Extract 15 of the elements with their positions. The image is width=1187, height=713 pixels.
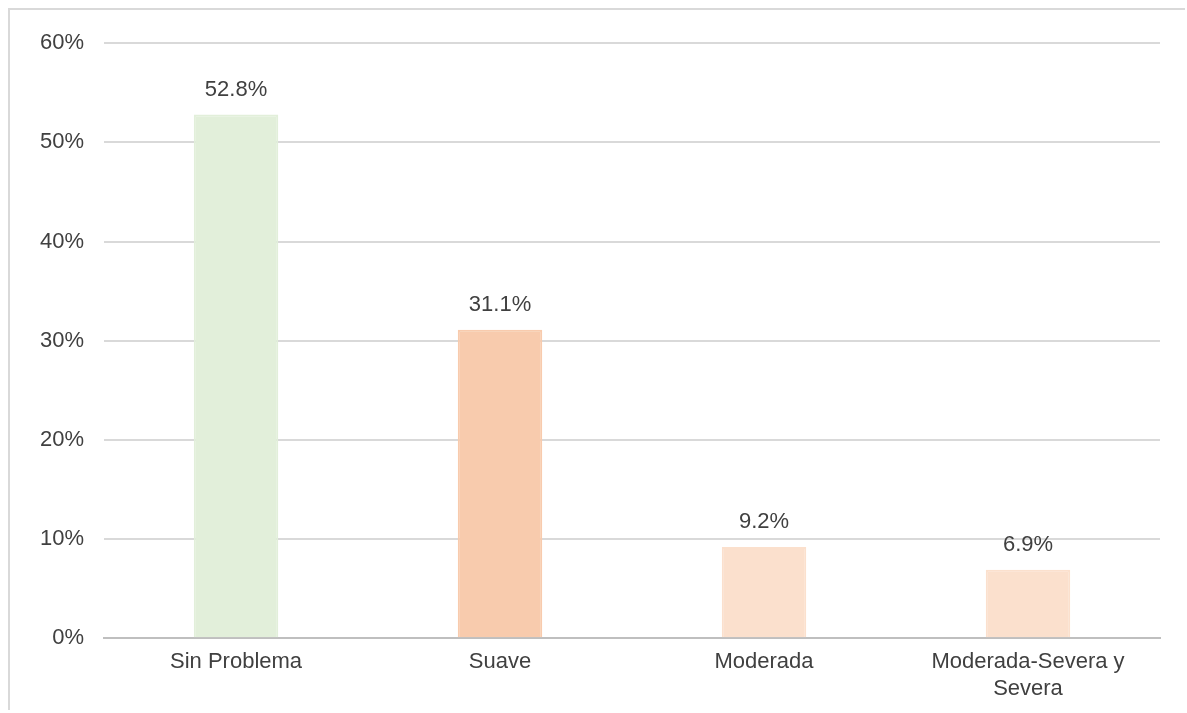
x-tick-label: Suave: [468, 648, 532, 674]
data-label: 9.2%: [738, 508, 790, 534]
y-tick-label: 30%: [39, 326, 85, 352]
data-label: 6.9%: [1002, 530, 1054, 556]
x-tick-label: Sin Problema: [169, 648, 303, 674]
x-tick-label: Moderada: [714, 648, 815, 674]
data-label: 31.1%: [468, 290, 532, 316]
y-tick-label: 50%: [39, 128, 85, 154]
y-tick-label: 40%: [39, 227, 85, 253]
x-tick-label: Moderada-Severa y Severa: [931, 648, 1125, 700]
y-tick-label: 20%: [39, 425, 85, 451]
y-tick-label: 60%: [39, 29, 85, 55]
data-label: 52.8%: [204, 75, 268, 101]
y-tick-label: 0%: [52, 624, 85, 650]
y-tick-label: 10%: [39, 525, 85, 551]
